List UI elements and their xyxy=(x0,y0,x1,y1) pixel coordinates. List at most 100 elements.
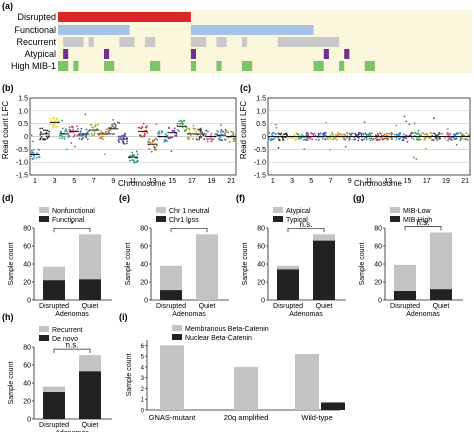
cnv-point xyxy=(332,138,335,141)
cnv-point xyxy=(30,155,33,158)
cnv-point xyxy=(220,124,222,127)
cnv-point xyxy=(195,130,198,133)
bar-segment-light xyxy=(79,234,101,280)
cnv-point xyxy=(112,118,115,121)
cnv-point xyxy=(96,127,98,130)
heatmap-cell-recurrent xyxy=(216,37,227,47)
cnv-point xyxy=(167,136,170,139)
cnv-point xyxy=(465,132,468,135)
legend-label-dark: Functional xyxy=(52,217,85,224)
cnv-point xyxy=(368,133,371,136)
cnv-point xyxy=(446,128,449,130)
bar-membranous xyxy=(160,345,184,410)
cnv-point xyxy=(39,138,42,141)
cnv-point xyxy=(63,136,66,138)
cnv-point xyxy=(300,136,303,139)
cnv-b-ylabel: Read count LFC xyxy=(1,101,10,159)
y-tick-label: 60 xyxy=(257,244,265,251)
x-tick-label: Disrupted xyxy=(273,303,303,310)
cnv-point xyxy=(48,130,51,133)
cnv-point xyxy=(38,149,40,152)
cnv-point xyxy=(138,134,141,137)
x-axis-label: Adenomas xyxy=(55,430,89,432)
cnv-point xyxy=(41,127,44,130)
cnv-xtick-label: 9 xyxy=(348,178,352,185)
cnv-point xyxy=(102,138,105,141)
cnv-point xyxy=(354,132,356,135)
y-tick-label: 60 xyxy=(23,363,31,370)
cnv-point xyxy=(311,132,314,135)
cnv-point xyxy=(395,133,398,136)
legend-swatch-light xyxy=(172,325,182,331)
y-tick-label: 20 xyxy=(23,399,31,406)
y-tick-label: 0 xyxy=(378,298,382,305)
cnv-point xyxy=(219,138,222,141)
cnv-point xyxy=(33,154,35,157)
cnv-point xyxy=(296,132,299,135)
legend-label-dark: Typical xyxy=(286,217,308,224)
legend-label-light: Chr 1 neutral xyxy=(169,208,210,215)
cnv-point xyxy=(144,126,147,129)
chart-i: Membranous Beta-Catenin Nuclear Beta-Cate… xyxy=(126,325,345,422)
cnv-point xyxy=(360,133,363,136)
cnv-point xyxy=(109,132,112,135)
cnv-point xyxy=(268,131,271,134)
cnv-point xyxy=(399,137,402,140)
cnv-point xyxy=(349,134,352,137)
cnv-point xyxy=(42,129,45,132)
cnv-point xyxy=(234,140,237,142)
cnv-ytick-label: 0.5 xyxy=(256,121,266,128)
cnv-point xyxy=(111,123,114,126)
cnv-point xyxy=(455,143,458,146)
cnv-point xyxy=(139,126,141,129)
cnv-point xyxy=(278,139,281,142)
cnv-point xyxy=(207,137,210,140)
cnv-point xyxy=(202,134,205,137)
x-tick-label: Quiet xyxy=(316,303,333,310)
cnv-xtick-label: 11 xyxy=(129,178,136,185)
cnv-point xyxy=(66,130,68,133)
cnv-point xyxy=(160,130,163,132)
cnv-ytick-label: 0.5 xyxy=(18,121,28,128)
cnv-point xyxy=(148,138,151,141)
legend-swatch-dark xyxy=(172,334,182,340)
legend-swatch-dark xyxy=(390,216,400,222)
bar-segment-dark xyxy=(430,289,452,300)
panel-f-label: (f) xyxy=(236,193,245,203)
x-tick-label: Quiet xyxy=(199,303,216,310)
heatmap-cell-atypical xyxy=(190,49,196,59)
cnv-point xyxy=(219,131,222,134)
cnv-point xyxy=(230,130,233,133)
chart-d: Nonfunctional Functional 0 20 40 60 80 Sample c… xyxy=(8,207,112,318)
y-tick-label: 0 xyxy=(27,417,31,424)
cnv-point xyxy=(194,127,197,130)
heatmap-cell-recurrent xyxy=(88,37,94,47)
cnv-point xyxy=(49,117,52,120)
heatmap-cell-high-mib1 xyxy=(58,61,69,71)
cnv-point xyxy=(72,135,75,138)
cnv-point xyxy=(216,130,219,133)
cnv-point xyxy=(326,138,329,141)
cnv-point xyxy=(93,132,96,135)
legend-label-light: MIB-Low xyxy=(403,208,432,215)
cnv-point xyxy=(131,154,134,156)
cnv-point xyxy=(64,128,67,131)
significance-label: n.s. xyxy=(300,220,313,229)
cnv-ytick-label: -1.5 xyxy=(254,173,266,180)
legend-swatch-light xyxy=(273,207,283,213)
bar-segment-dark xyxy=(79,279,101,300)
cnv-point xyxy=(97,123,100,126)
cnv-point xyxy=(67,136,70,138)
y-tick-label: 2 xyxy=(141,387,145,393)
cnv-point xyxy=(365,138,368,141)
heatmap-cell-recurrent xyxy=(242,37,248,47)
cnv-point xyxy=(422,132,425,135)
cnv-point xyxy=(192,138,194,140)
cnv-point xyxy=(93,134,96,136)
cnv-point xyxy=(50,119,53,122)
cnv-point xyxy=(294,139,297,142)
cnv-point xyxy=(163,140,166,143)
cnv-point xyxy=(412,138,415,140)
cnv-point xyxy=(72,129,74,131)
